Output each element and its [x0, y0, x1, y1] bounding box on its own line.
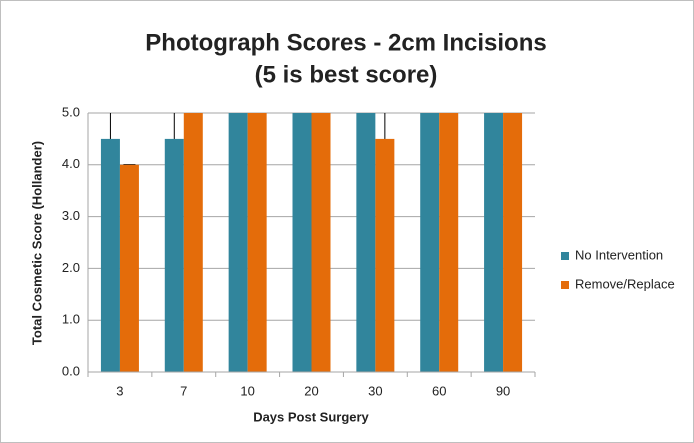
x-tick-label: 3	[116, 383, 123, 398]
y-tick-label: 1.0	[62, 312, 80, 327]
bar	[183, 113, 203, 372]
x-tick-label: 30	[368, 383, 382, 398]
bar	[119, 164, 139, 372]
x-tick-label: 90	[496, 383, 510, 398]
bar	[311, 113, 331, 372]
legend-label: No Intervention	[575, 247, 663, 262]
bar	[228, 113, 248, 372]
y-tick-label: 4.0	[62, 156, 80, 171]
legend-label: Remove/Replace	[575, 276, 675, 291]
bar	[292, 113, 312, 372]
bar	[484, 113, 504, 372]
y-tick-label: 5.0	[62, 104, 80, 119]
legend-swatch	[561, 281, 569, 289]
bar	[420, 113, 440, 372]
bar	[247, 113, 267, 372]
bar	[439, 113, 459, 372]
chart-title: (5 is best score)	[255, 61, 438, 88]
x-axis-title: Days Post Surgery	[253, 409, 369, 424]
chart-title: Photograph Scores - 2cm Incisions	[145, 29, 546, 56]
y-tick-label: 2.0	[62, 260, 80, 275]
bar	[356, 113, 376, 372]
y-axis-title: Total Cosmetic Score (Hollander)	[29, 141, 44, 345]
legend-swatch	[561, 252, 569, 260]
x-tick-label: 10	[240, 383, 254, 398]
bar	[100, 138, 120, 372]
x-tick-label: 7	[180, 383, 187, 398]
y-tick-label: 0.0	[62, 363, 80, 378]
bar	[375, 138, 395, 372]
y-tick-label: 3.0	[62, 208, 80, 223]
x-tick-label: 20	[304, 383, 318, 398]
bar	[503, 113, 523, 372]
x-tick-label: 60	[432, 383, 446, 398]
bar	[164, 138, 184, 372]
